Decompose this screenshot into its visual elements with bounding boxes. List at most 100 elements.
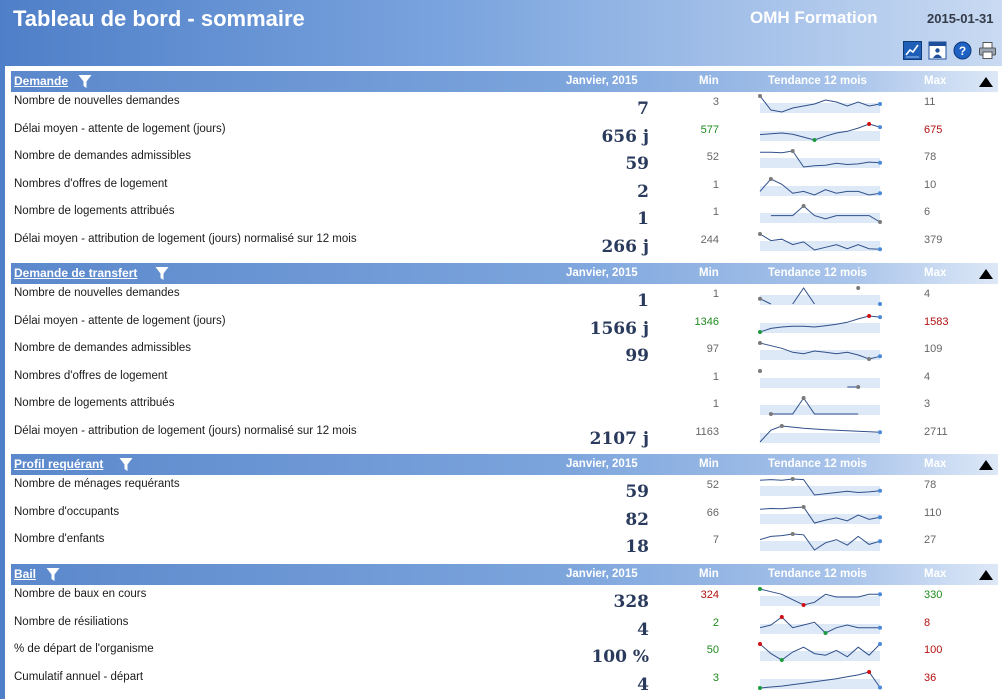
kpi-row: Nombre de résiliations 4 2 8 bbox=[11, 613, 998, 640]
sparkline-segment bbox=[792, 287, 815, 305]
column-header-max: Max bbox=[924, 267, 947, 279]
kpi-value: 100 % bbox=[591, 647, 649, 667]
sparkline-marker bbox=[758, 587, 762, 591]
sparkline-marker bbox=[867, 669, 872, 674]
column-header-trend: Tendance 12 mois bbox=[768, 458, 867, 470]
sparkline-marker bbox=[801, 603, 806, 607]
column-header-trend: Tendance 12 mois bbox=[768, 568, 867, 580]
sparkline-normal-band bbox=[760, 596, 880, 606]
kpi-max: 3 bbox=[924, 398, 931, 410]
kpi-row: Délai moyen - attente de logement (jours… bbox=[11, 120, 998, 147]
kpi-row: Délai moyen - attente de logement (jours… bbox=[11, 312, 998, 339]
calendar-person-icon[interactable] bbox=[928, 41, 947, 60]
kpi-min: 577 bbox=[700, 123, 719, 136]
kpi-max: 110 bbox=[924, 506, 942, 519]
kpi-max: 2711 bbox=[924, 425, 948, 438]
section-title-link[interactable]: Demande de transfert bbox=[14, 266, 138, 280]
sparkline-normal-band bbox=[760, 240, 880, 251]
column-header-max: Max bbox=[924, 458, 947, 470]
left-accent-bar bbox=[0, 0, 5, 699]
sparkline-normal-band bbox=[760, 623, 880, 634]
sparkline-segment bbox=[759, 342, 881, 360]
sparkline-normal-band bbox=[760, 432, 880, 443]
kpi-row: Nombre de logements attribués 1 1 6 bbox=[11, 202, 998, 229]
sparkline-marker bbox=[801, 204, 806, 208]
kpi-max: 10 bbox=[924, 178, 937, 191]
collapse-up-icon[interactable] bbox=[979, 76, 993, 88]
sparkline-marker bbox=[878, 514, 882, 519]
trend-chart-icon[interactable] bbox=[903, 41, 922, 60]
kpi-label: Délai moyen - attente de logement (jours… bbox=[14, 314, 226, 327]
filter-icon[interactable] bbox=[78, 74, 92, 89]
sparkline-segment bbox=[759, 298, 772, 305]
filter-icon[interactable] bbox=[119, 457, 133, 472]
sparkline-marker bbox=[878, 160, 882, 165]
kpi-value: 4 bbox=[637, 619, 649, 640]
kpi-row: Nombre de nouvelles demandes 1 1 4 bbox=[11, 284, 998, 311]
column-header-period: Janvier, 2015 bbox=[566, 458, 638, 470]
trend-sparkline bbox=[759, 121, 882, 142]
sparkline-normal-band bbox=[760, 377, 880, 388]
filter-icon[interactable] bbox=[155, 266, 169, 281]
sparkline-marker bbox=[878, 539, 882, 544]
column-header-period: Janvier, 2015 bbox=[566, 75, 638, 87]
sparkline-marker bbox=[768, 176, 773, 181]
trend-sparkline bbox=[758, 231, 882, 251]
help-icon[interactable]: ? bbox=[953, 41, 972, 60]
sparkline-normal-band bbox=[760, 295, 880, 305]
kpi-max: 100 bbox=[924, 644, 943, 656]
sparkline-marker bbox=[823, 630, 828, 635]
trend-sparkline bbox=[758, 368, 880, 389]
kpi-value: 2 bbox=[637, 181, 649, 202]
sparkline-normal-band bbox=[760, 185, 880, 196]
trend-sparkline bbox=[759, 504, 882, 524]
trend-sparkline bbox=[759, 614, 882, 635]
filter-icon[interactable] bbox=[46, 567, 60, 582]
kpi-min: 1346 bbox=[694, 315, 719, 328]
sparkline-normal-band bbox=[760, 651, 880, 661]
trend-sparkline bbox=[759, 176, 882, 196]
trend-sparkline bbox=[758, 642, 882, 662]
sparkline-segment bbox=[759, 314, 881, 332]
sparkline-normal-band bbox=[760, 213, 880, 223]
kpi-label: Cumulatif annuel - départ bbox=[14, 670, 144, 683]
kpi-label: Nombre de logements attribués bbox=[14, 397, 175, 409]
kpi-label: Nombre de logements attribués bbox=[14, 205, 175, 217]
kpi-value: 59 bbox=[625, 154, 649, 174]
sparkline-marker bbox=[867, 357, 872, 361]
sparkline-segment bbox=[760, 150, 881, 168]
kpi-max: 109 bbox=[924, 343, 943, 355]
collapse-up-icon[interactable] bbox=[979, 268, 993, 280]
sparkline-marker bbox=[779, 614, 784, 619]
kpi-row: Nombre de logements attribués 1 3 bbox=[11, 394, 998, 421]
kpi-row: Nombre de demandes admissibles 59 52 78 bbox=[11, 147, 998, 174]
trend-sparkline bbox=[759, 423, 882, 443]
kpi-max: 11 bbox=[924, 96, 936, 108]
collapse-up-icon[interactable] bbox=[979, 569, 993, 581]
sparkline-marker bbox=[758, 368, 762, 373]
sparkline-marker bbox=[878, 302, 882, 306]
kpi-row: Nombre de baux en cours 328 324 330 bbox=[11, 585, 998, 612]
kpi-max: 379 bbox=[924, 233, 943, 246]
sparkline-marker bbox=[801, 504, 806, 509]
print-icon[interactable] bbox=[978, 41, 997, 60]
kpi-label: Nombres d'offres de logement bbox=[14, 177, 168, 190]
trend-sparkline bbox=[759, 532, 882, 551]
kpi-row: Nombres d'offres de logement 2 1 10 bbox=[11, 175, 998, 202]
kpi-row: Nombre d'enfants 18 7 27 bbox=[11, 530, 998, 557]
sparkline-marker bbox=[878, 124, 882, 129]
sparkline-marker bbox=[790, 532, 795, 536]
sparkline-marker bbox=[878, 429, 882, 434]
section-title-link[interactable]: Bail bbox=[14, 567, 37, 581]
section-title-link[interactable]: Profil requérant bbox=[14, 457, 104, 471]
sparkline-normal-band bbox=[760, 350, 880, 360]
trend-sparkline bbox=[759, 477, 882, 496]
collapse-up-icon[interactable] bbox=[979, 459, 993, 471]
sparkline-marker bbox=[801, 396, 806, 400]
kpi-label: Nombre d'occupants bbox=[14, 505, 120, 518]
sparkline-marker bbox=[779, 658, 784, 662]
kpi-min: 50 bbox=[706, 644, 719, 656]
kpi-row: Nombres d'offres de logement 1 4 bbox=[11, 367, 998, 394]
kpi-label: Nombre d'enfants bbox=[14, 533, 105, 545]
section-title-link[interactable]: Demande bbox=[14, 74, 69, 88]
